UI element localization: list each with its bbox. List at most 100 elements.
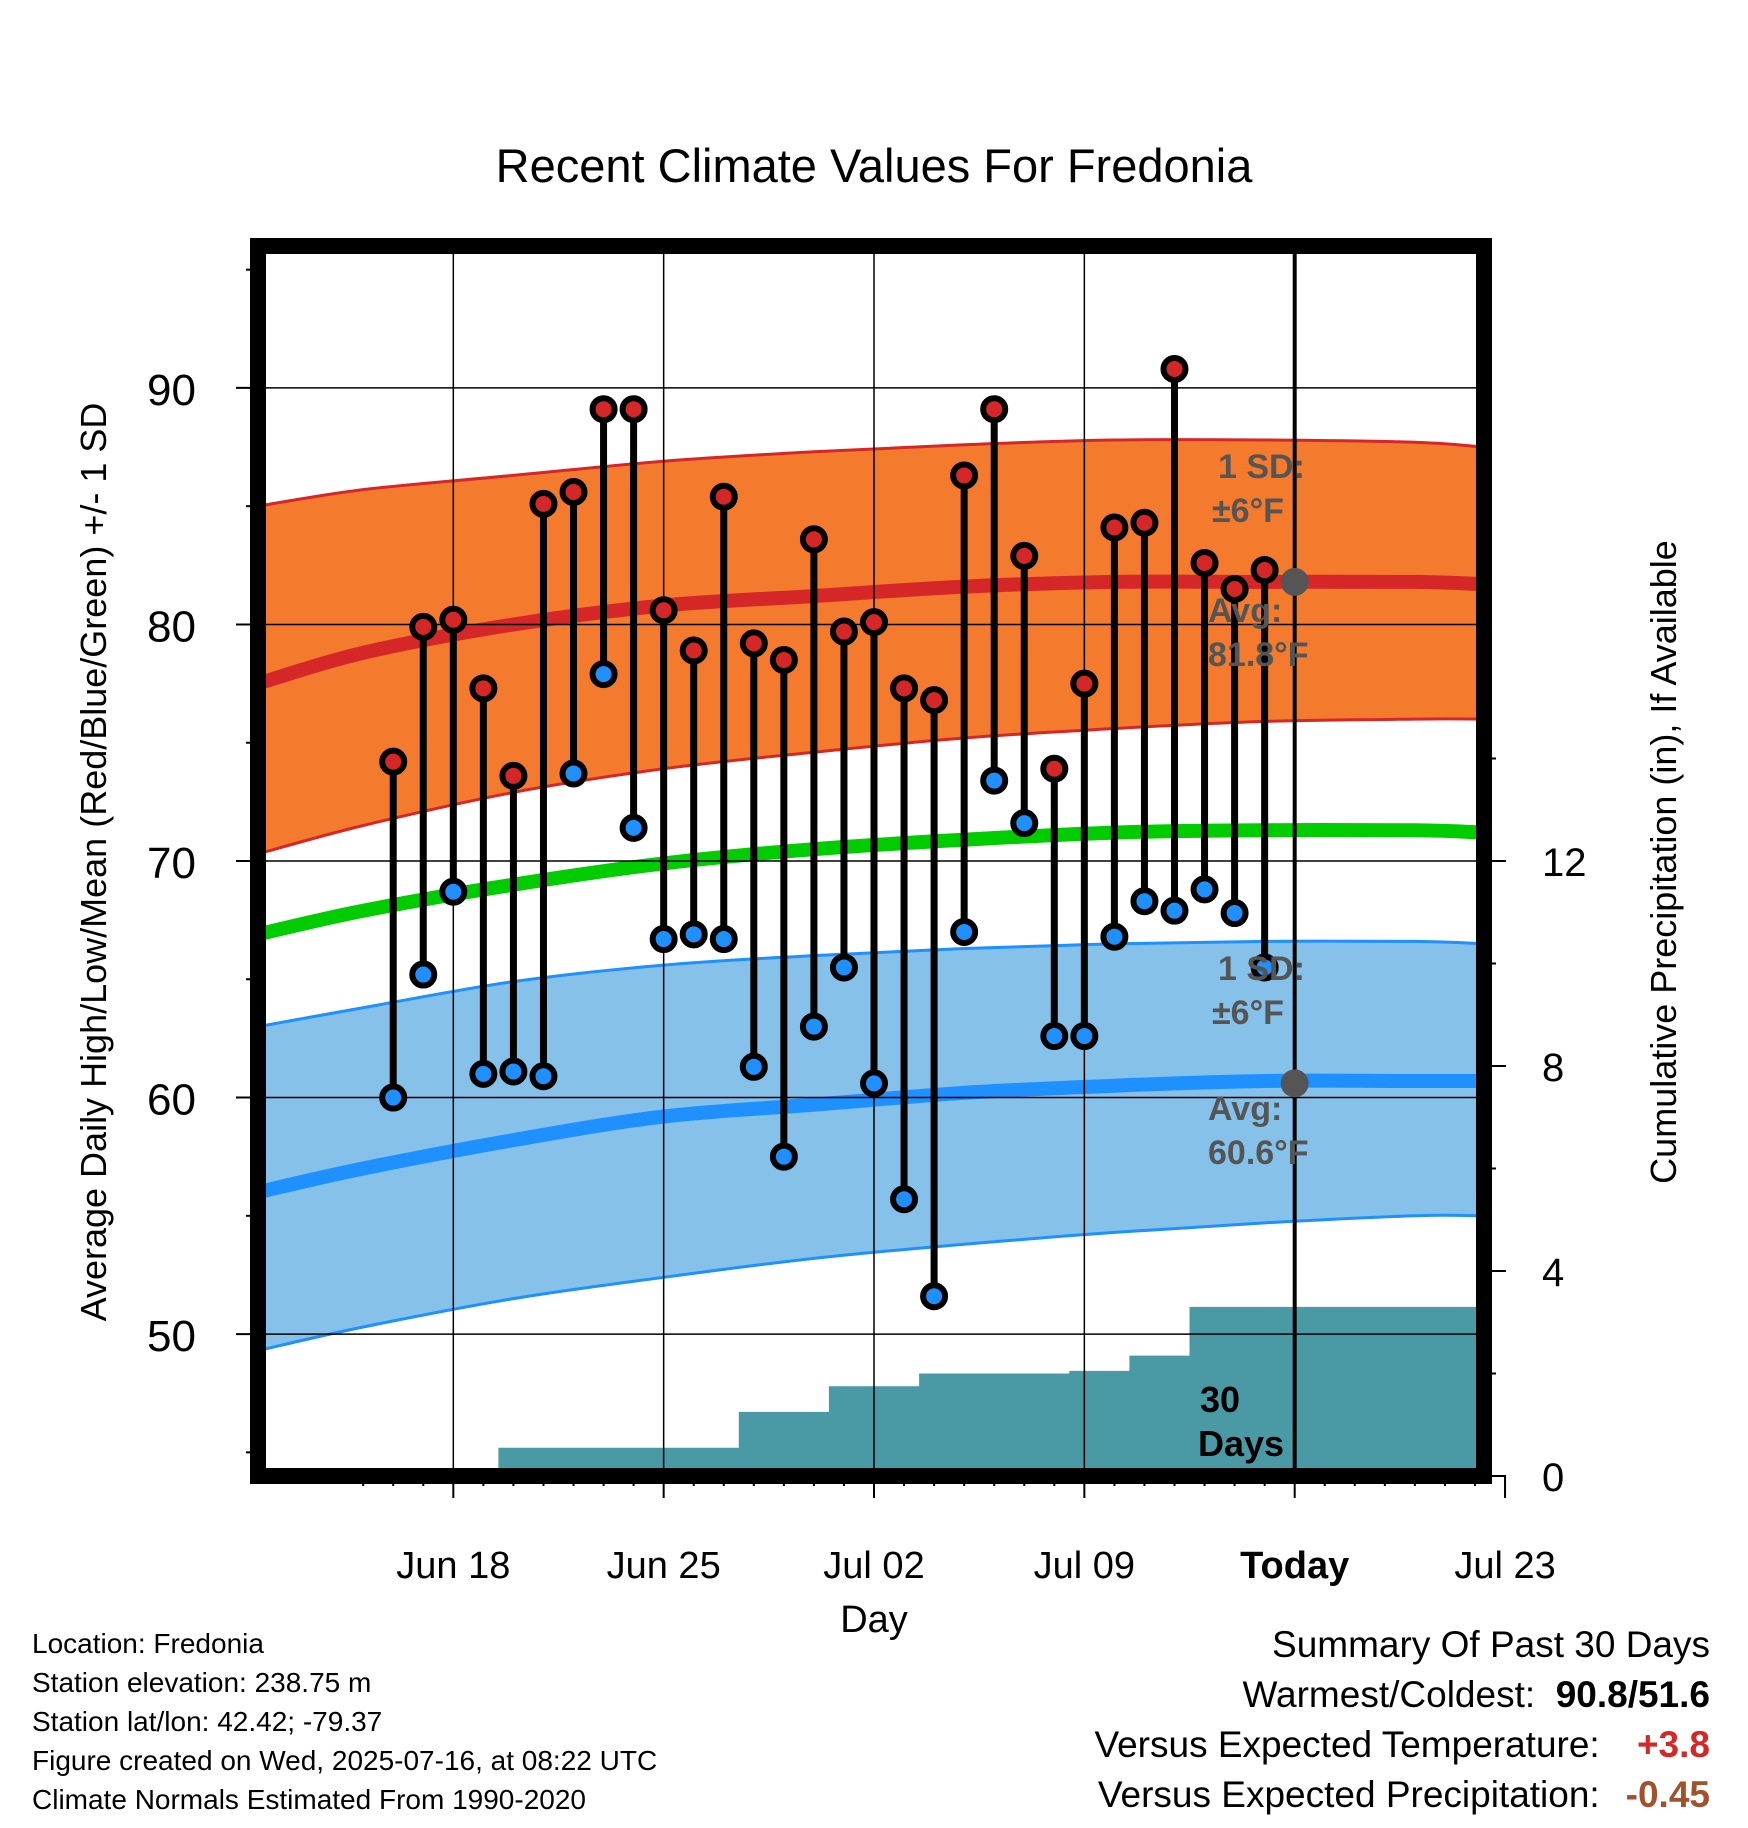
x-tick-label: Jun 25 (607, 1545, 721, 1587)
low-point (559, 759, 588, 788)
high-point (409, 612, 438, 641)
low-point (499, 1057, 528, 1086)
high-point (1190, 548, 1219, 577)
low-point (679, 920, 708, 949)
y-tick-label: 50 (147, 1312, 196, 1361)
low-point (1220, 899, 1249, 928)
y2-axis-label: Cumulative Precipitation (in), If Availa… (1643, 540, 1684, 1184)
low-point (1130, 887, 1159, 916)
high-sd-value: ±6°F (1212, 492, 1284, 530)
low-point (709, 925, 738, 954)
temp-row: Versus Expected Temperature: +3.8 (1094, 1720, 1710, 1770)
high-point (1250, 556, 1279, 585)
temp-value: +3.8 (1636, 1724, 1710, 1765)
low-point (469, 1059, 498, 1088)
annotations: 1 SD: ±6°F Avg: 81.8°F 1 SD: ±6°F Avg: 6… (1198, 448, 1309, 1464)
high-point (679, 636, 708, 665)
low-point (739, 1052, 768, 1081)
high-point (1220, 574, 1249, 603)
high-point (529, 489, 558, 518)
high-point (559, 478, 588, 506)
precip-row: Versus Expected Precipitation: -0.45 (1094, 1770, 1710, 1820)
latlon-text: Station lat/lon: 42.42; -79.37 (32, 1706, 383, 1737)
high-point (469, 674, 498, 703)
low-point (409, 960, 438, 989)
low-point (619, 813, 648, 842)
axes: 50 60 70 80 90 0 4 8 12 Jun 18 Jun 25 Jul 02 Jul 09 T… (147, 268, 1587, 1587)
low-point (769, 1142, 798, 1171)
high-point (649, 596, 678, 625)
high-point (1130, 508, 1159, 537)
high-point (739, 629, 768, 658)
low-point (1070, 1022, 1099, 1051)
high-point (619, 395, 648, 424)
precip-cumulative-area (468, 1306, 1484, 1476)
low-point (950, 917, 979, 946)
x-tick-label: Jul 09 (1034, 1545, 1135, 1587)
y-tick-label: 70 (147, 839, 196, 888)
precip-label: Versus Expected Precipitation: (1097, 1774, 1600, 1815)
high-avg-value: 81.8°F (1208, 636, 1309, 674)
high-point (799, 525, 828, 554)
low-point (379, 1083, 408, 1112)
low-point (1160, 896, 1189, 925)
y2-tick-label: 0 (1542, 1456, 1564, 1500)
x-tick-label: Jul 23 (1454, 1545, 1555, 1587)
y2-tick-label: 4 (1542, 1251, 1564, 1295)
high-sd-upper-line (258, 438, 1484, 508)
precipitation-area (468, 1306, 1484, 1476)
low-point (1010, 809, 1039, 838)
y-tick-label: 90 (147, 366, 196, 415)
high-point (769, 645, 798, 674)
low-point (920, 1282, 949, 1311)
high-avg-label: Avg: (1208, 592, 1282, 630)
location-text: Location: Fredonia (32, 1628, 264, 1659)
low-sd-value: ±6°F (1212, 994, 1284, 1032)
y-tick-label: 60 (147, 1076, 196, 1125)
x-tick-label: Today (1240, 1545, 1349, 1587)
high-point (1070, 669, 1099, 698)
precip-value: -0.45 (1625, 1774, 1710, 1815)
high-sd-label: 1 SD: (1218, 448, 1305, 486)
low-point (980, 766, 1009, 795)
high-point (920, 686, 949, 715)
high-point (1040, 754, 1069, 783)
high-point (439, 605, 468, 634)
plot-area (258, 246, 1484, 1476)
x-tick-label: Jul 02 (823, 1545, 924, 1587)
low-point (1250, 953, 1279, 982)
temp-label: Versus Expected Temperature: (1094, 1724, 1600, 1765)
high-point (860, 608, 889, 637)
high-point (1160, 355, 1189, 383)
high-point (589, 395, 618, 424)
window-label-unit: Days (1198, 1423, 1284, 1464)
low-point (439, 877, 468, 906)
low-point (589, 660, 618, 689)
low-point (799, 1012, 828, 1041)
low-point (860, 1069, 889, 1098)
x-axis-label: Day (840, 1599, 908, 1641)
warmest-value: 90.8/51.6 (1555, 1674, 1710, 1715)
high-point (379, 747, 408, 776)
low-sd-band (258, 941, 1484, 1351)
warmest-row: Warmest/Coldest: 90.8/51.6 (1094, 1670, 1710, 1720)
station-info: Location: Fredonia Station elevation: 23… (32, 1624, 657, 1819)
today-avg-high-dot (1280, 567, 1309, 596)
today-avg-low-dot (1280, 1069, 1309, 1098)
observation-bars (379, 355, 1279, 1311)
warmest-label: Warmest/Coldest: (1242, 1674, 1536, 1715)
high-point (1100, 513, 1129, 542)
low-sd-lower-line (258, 1213, 1484, 1353)
normals-text: Climate Normals Estimated From 1990-2020 (32, 1784, 586, 1815)
y2-tick-label: 12 (1542, 841, 1587, 885)
high-point (980, 395, 1009, 424)
summary-panel: Summary Of Past 30 Days Warmest/Coldest:… (1094, 1620, 1710, 1820)
y2-tick-label: 8 (1542, 1046, 1564, 1090)
created-text: Figure created on Wed, 2025-07-16, at 08… (32, 1745, 658, 1776)
high-point (1010, 541, 1039, 570)
low-point (1190, 875, 1219, 904)
low-point (829, 953, 858, 982)
y-tick-label: 80 (147, 602, 196, 651)
y-axis-label: Average Daily High/Low/Mean (Red/Blue/Gr… (73, 403, 114, 1322)
high-point (950, 461, 979, 490)
